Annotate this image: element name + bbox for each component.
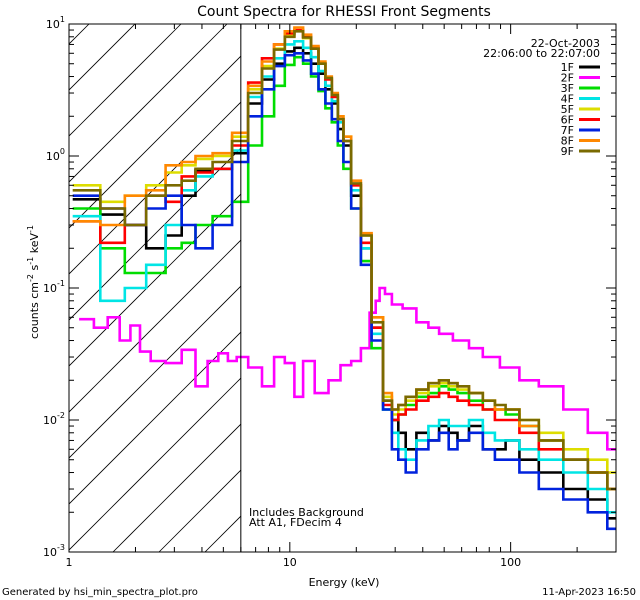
hatch-line [69, 331, 241, 505]
hatch-line [69, 101, 241, 275]
legend-label-8F: 8F [561, 135, 574, 148]
legend-label-3F: 3F [561, 82, 574, 95]
y-tick-label: 10-2 [43, 411, 65, 427]
legend-label-1F: 1F [561, 61, 574, 74]
hatch-line [69, 24, 182, 137]
hatch-line [112, 423, 241, 552]
series-lines [72, 26, 616, 531]
hatch-line [69, 55, 241, 229]
hatch-line [69, 285, 241, 459]
series-5F [72, 29, 616, 474]
axis-ticks: 1 10 100 101 100 10-1 10-2 10-3 [43, 15, 617, 569]
x-tick-label: 10 [283, 556, 297, 569]
series-3F [72, 55, 616, 491]
hatch-line [69, 239, 241, 413]
y-tick-label: 10-1 [43, 279, 65, 295]
timestamp-footer: 11-Apr-2023 16:50 [542, 587, 636, 598]
hatch-line [69, 193, 241, 367]
annotation-background: Includes Background [249, 506, 364, 519]
hatch-line [69, 24, 136, 91]
y-axis-label: counts cm-2 s-1 keV-1 [26, 225, 41, 339]
series-2F [79, 286, 616, 451]
x-tick-label: 100 [500, 556, 521, 569]
hatch-line [69, 24, 228, 183]
x-tick-label: 1 [66, 556, 73, 569]
legend-label-2F: 2F [561, 72, 574, 85]
hatch-line [69, 377, 241, 551]
x-axis-label: Energy (keV) [309, 576, 380, 589]
series-6F [72, 28, 616, 491]
legend-label-6F: 6F [561, 114, 574, 127]
series-8F [72, 26, 616, 491]
legend-label-5F: 5F [561, 103, 574, 116]
y-tick-label: 10-3 [43, 543, 65, 559]
y-tick-label: 101 [46, 15, 65, 31]
y-tick-label: 100 [46, 147, 65, 163]
generated-by-footer: Generated by hsi_min_spectra_plot.pro [2, 587, 198, 598]
legend-label-9F: 9F [561, 145, 574, 158]
chart-title: Count Spectra for RHESSI Front Segments [197, 4, 491, 20]
legend-label-7F: 7F [561, 124, 574, 137]
time-range-label: 22:06:00 to 22:07:00 [483, 47, 600, 60]
series-1F [72, 46, 616, 520]
annotation-attenuator: Att A1, FDecim 4 [249, 516, 342, 529]
legend-label-4F: 4F [561, 93, 574, 106]
series-7F [72, 52, 616, 531]
series-9F [72, 30, 616, 491]
date-label: 22-Oct-2003 [531, 37, 600, 50]
